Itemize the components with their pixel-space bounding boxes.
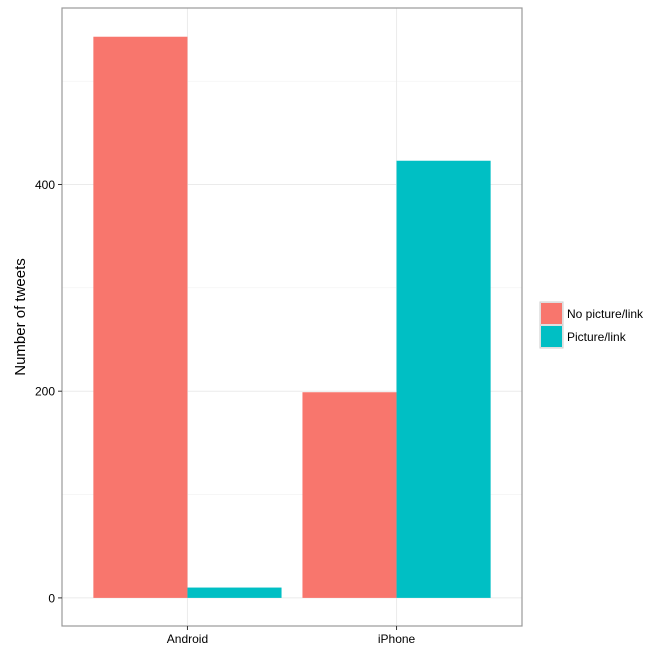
panel-border — [61, 7, 523, 627]
y-axis-label: Number of tweets — [12, 258, 29, 376]
legend: No picture/link Picture/link — [539, 301, 644, 349]
bar-iphone-no-picture — [302, 392, 397, 598]
legend-label: Picture/link — [567, 330, 627, 344]
axes: 0 200 400 Android iPhone — [35, 178, 416, 646]
legend-swatch — [541, 303, 562, 324]
bar-android-picture — [187, 587, 282, 598]
bars — [93, 36, 491, 598]
y-tick-label: 0 — [48, 591, 55, 605]
y-tick-label: 400 — [35, 178, 55, 192]
y-tick-label: 200 — [35, 385, 55, 399]
x-tick-label: Android — [167, 632, 208, 646]
x-tick-label: iPhone — [378, 632, 416, 646]
bar-android-no-picture — [93, 36, 188, 598]
legend-swatch — [541, 326, 562, 347]
bar-iphone-picture — [396, 160, 491, 598]
legend-label: No picture/link — [567, 307, 644, 321]
